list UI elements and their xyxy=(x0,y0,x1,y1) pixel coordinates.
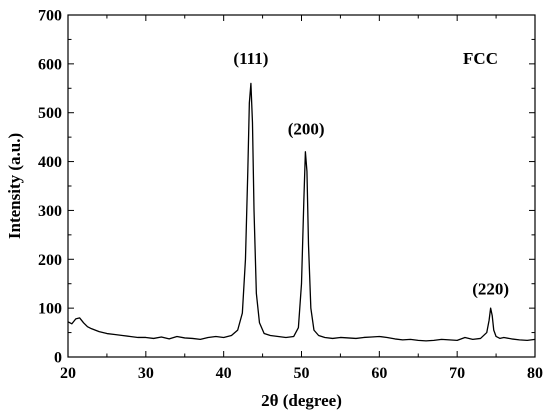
peak-annotation: (111) xyxy=(233,49,268,68)
y-axis-title: Intensity (a.u.) xyxy=(5,133,24,239)
y-tick-label: 0 xyxy=(54,350,62,367)
xrd-pattern-line xyxy=(67,82,536,342)
peak-annotation: (220) xyxy=(472,279,509,298)
y-tick-label: 400 xyxy=(38,154,62,171)
x-axis: 20 30 40 50 60 70 80 xyxy=(60,15,543,382)
series-layer xyxy=(67,82,536,342)
x-tick-label: 80 xyxy=(527,365,543,382)
x-tick-label: 40 xyxy=(216,365,232,382)
y-tick-label: 600 xyxy=(38,56,62,73)
x-tick-label: 20 xyxy=(60,365,76,382)
y-tick-label: 700 xyxy=(38,8,62,25)
y-tick-label: 200 xyxy=(38,252,62,269)
y-tick-label: 300 xyxy=(38,203,62,220)
x-tick-label: 70 xyxy=(449,365,465,382)
x-tick-label: 60 xyxy=(371,365,387,382)
y-axis: 0 100 200 300 400 500 600 700 xyxy=(38,8,535,367)
y-tick-label: 100 xyxy=(38,301,62,318)
annotation-layer: (111) (200) (220) FCC xyxy=(233,49,509,299)
peak-annotation: (200) xyxy=(288,120,325,139)
x-axis-title: 2θ (degree) xyxy=(261,391,342,410)
y-tick-label: 500 xyxy=(38,105,62,122)
x-tick-label: 30 xyxy=(138,365,154,382)
x-tick-label: 50 xyxy=(294,365,310,382)
peak-annotation: FCC xyxy=(463,49,498,68)
